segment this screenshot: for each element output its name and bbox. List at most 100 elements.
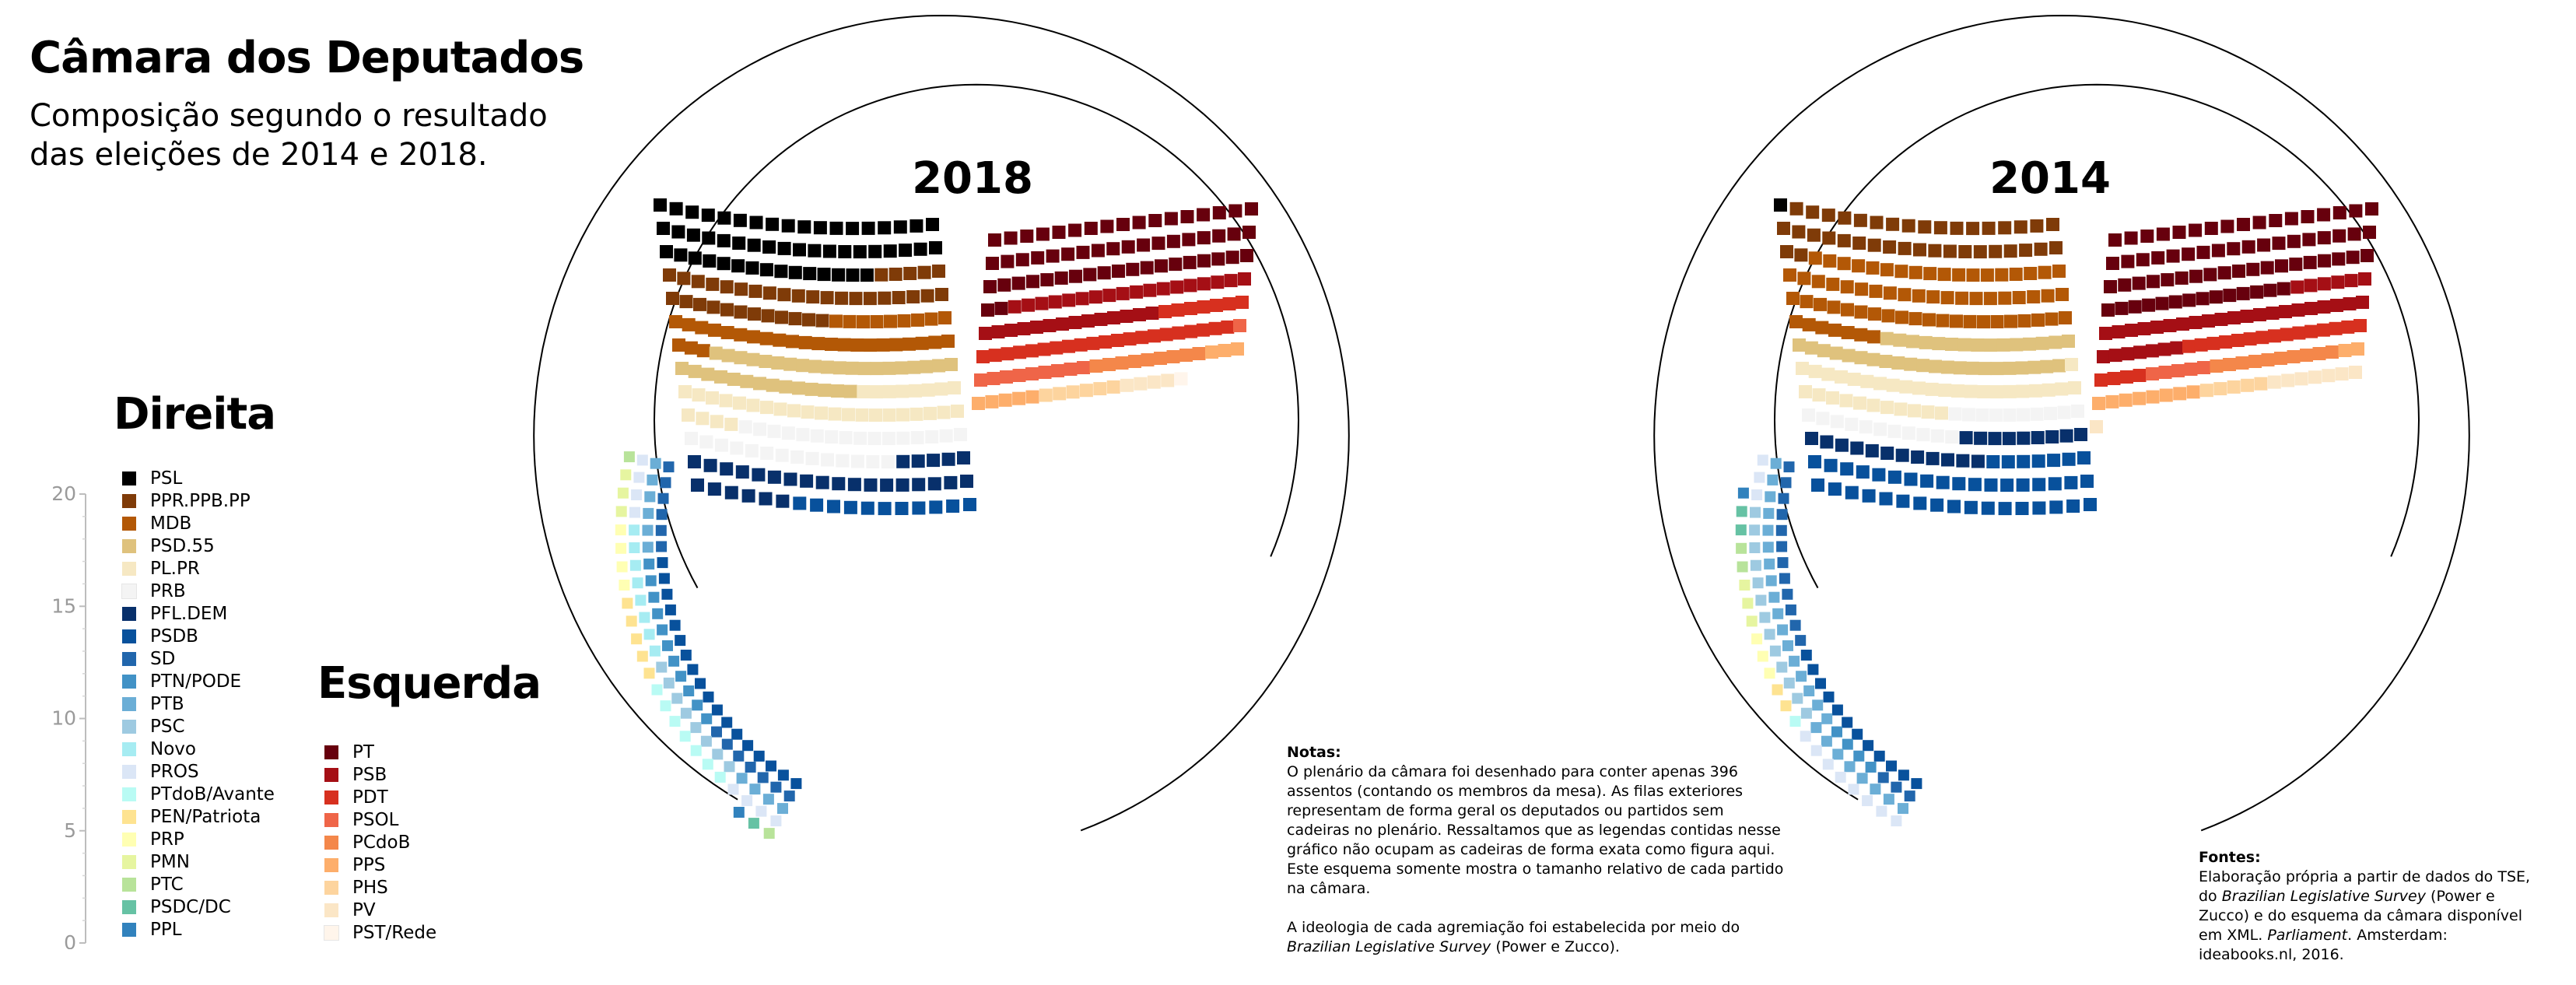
seat-2018-ppr-ppb-pp bbox=[835, 291, 849, 305]
seat-2018-pt bbox=[1132, 216, 1146, 230]
seat-2018-pfl-dem bbox=[752, 468, 766, 482]
chamber-inner-outline bbox=[653, 83, 1300, 589]
seat-2018-psb bbox=[1238, 272, 1251, 286]
seat-2014-psdb bbox=[2077, 451, 2091, 464]
seat-2018-psb bbox=[1145, 307, 1159, 320]
seat-2014-pl-pr bbox=[1899, 380, 1913, 394]
seat-2014-pl-pr bbox=[1880, 401, 1894, 415]
seat-2014-pdt bbox=[2194, 338, 2208, 352]
seat-2014-mdb bbox=[1926, 290, 1940, 304]
seat-2014-ptb bbox=[1812, 699, 1824, 711]
seat-2018-prb bbox=[839, 431, 853, 445]
seat-2018-psc bbox=[700, 735, 712, 747]
seat-2018-psb bbox=[1075, 292, 1089, 306]
seat-2014-pps bbox=[2119, 393, 2133, 407]
legend-swatch bbox=[122, 561, 136, 576]
seat-2014-pdt bbox=[2206, 336, 2220, 350]
seat-2018-ppr-ppb-pp bbox=[906, 290, 920, 303]
seat-2018-psb bbox=[1081, 314, 1095, 328]
seat-2014-psd-55 bbox=[1919, 335, 1933, 349]
seat-2014-mdb bbox=[1837, 257, 1851, 271]
seat-2018-psb bbox=[1143, 283, 1157, 297]
seat-2014-pt bbox=[2365, 202, 2378, 216]
seat-2014-psdb bbox=[2001, 455, 2015, 469]
seat-2014-pdt bbox=[2268, 329, 2281, 343]
notes-block: Notas: O plenário da câmara foi desenhad… bbox=[1287, 743, 1785, 957]
seat-2018-psd-55 bbox=[746, 352, 760, 366]
seat-2018-pt bbox=[1169, 258, 1183, 272]
seat-2014-psdb bbox=[1984, 478, 1998, 492]
seat-2014-phs bbox=[2199, 384, 2213, 398]
seat-2018-psol bbox=[1233, 319, 1246, 332]
seat-2018-pt bbox=[1197, 231, 1211, 245]
seat-2014-pv bbox=[2090, 420, 2103, 433]
seat-2018-psb bbox=[1088, 290, 1102, 304]
seat-2014-pdt bbox=[2341, 320, 2355, 334]
seat-2014-prb bbox=[1975, 408, 1989, 422]
seat-2018-prp bbox=[615, 542, 627, 554]
seat-2018-pcdob bbox=[1089, 359, 1103, 373]
seat-2014-prb bbox=[1989, 408, 2003, 422]
seat-2018-pros bbox=[629, 507, 640, 518]
seat-2018-mdb bbox=[915, 336, 929, 350]
legend-item-psl: PSL bbox=[122, 467, 275, 489]
seat-2014-psdb bbox=[1800, 650, 1812, 661]
seat-2014-psb bbox=[2170, 341, 2184, 355]
seat-2018-ppr-ppb-pp bbox=[892, 291, 906, 304]
seat-2018-pfl-dem bbox=[847, 478, 861, 492]
seat-2018-ptn-pode bbox=[683, 685, 695, 696]
seat-2018-pv bbox=[1147, 375, 1161, 389]
seat-2014-pdt bbox=[2182, 339, 2196, 353]
seat-2018-pt bbox=[1166, 234, 1180, 248]
seat-2014-psdb bbox=[2032, 501, 2046, 515]
seat-2014-ptb bbox=[1856, 773, 1868, 784]
seat-2018-pl-pr bbox=[801, 405, 815, 419]
seat-2014-ptdob-avante bbox=[1789, 716, 1801, 727]
seat-2018-pdt bbox=[1062, 339, 1075, 353]
seat-2018-psol bbox=[974, 373, 987, 387]
seat-2014-ppr-ppb-pp bbox=[1780, 245, 1793, 258]
seat-2014-ppr-ppb-pp bbox=[1950, 221, 1964, 235]
seat-2018-pl-pr bbox=[882, 408, 896, 422]
seat-2018-pt bbox=[1140, 261, 1154, 275]
seat-2018-prb bbox=[866, 455, 880, 468]
seat-2018-psd-55 bbox=[843, 384, 857, 398]
seat-2018-mdb bbox=[734, 328, 748, 342]
seat-2018-pl-pr bbox=[760, 401, 773, 415]
seat-2018-psl bbox=[846, 268, 860, 282]
seat-2014-pl-pr bbox=[1894, 402, 1908, 416]
seat-2018-pl-pr bbox=[746, 398, 760, 412]
seat-2014-pfl-dem bbox=[1865, 443, 1879, 457]
seat-2018-psb bbox=[1030, 321, 1043, 334]
seat-2018-mdb bbox=[747, 330, 760, 344]
legend-swatch bbox=[122, 832, 136, 847]
seat-2018-pl-pr bbox=[733, 396, 746, 410]
scale-tick-label: 0 bbox=[64, 931, 76, 949]
seat-2018-pcdob bbox=[1141, 353, 1155, 366]
seat-2018-psl bbox=[745, 261, 759, 275]
seat-2014-psd-55 bbox=[2035, 336, 2049, 350]
chamber-year-label: 2018 bbox=[912, 153, 1033, 204]
seat-2018-psl bbox=[733, 213, 747, 227]
seat-2018-pt bbox=[1097, 266, 1111, 280]
seat-2014-mdb bbox=[1802, 317, 1816, 331]
sources-text-3: . Amsterdam: ideabooks.nl, 2016. bbox=[2199, 927, 2448, 963]
seat-2014-pl-pr bbox=[2068, 381, 2081, 394]
seat-2014-mdb bbox=[1866, 261, 1880, 275]
seat-2014-psc bbox=[1749, 542, 1761, 553]
seat-2014-pt bbox=[2332, 252, 2346, 266]
seat-2018-psl bbox=[829, 221, 843, 235]
seat-2018-pfl-dem bbox=[941, 452, 955, 466]
seat-2018-psdb bbox=[860, 501, 874, 515]
seat-2014-pros bbox=[1757, 454, 1768, 466]
sources-block: Fontes: Elaboração própria a partir de d… bbox=[2199, 848, 2541, 965]
seat-2014-ptn-pode bbox=[1842, 738, 1853, 750]
legend-label: PSC bbox=[150, 716, 185, 737]
seat-2018-prb bbox=[954, 428, 967, 441]
seat-2014-prb bbox=[1948, 407, 1962, 421]
notes-paragraph-2-text: A ideologia de cada agremiação foi estab… bbox=[1287, 919, 1740, 936]
seat-2018-psl bbox=[749, 216, 763, 230]
seat-2018-mdb bbox=[850, 338, 864, 352]
legend-swatch bbox=[122, 538, 136, 553]
seat-2014-pfl-dem bbox=[2074, 428, 2087, 441]
